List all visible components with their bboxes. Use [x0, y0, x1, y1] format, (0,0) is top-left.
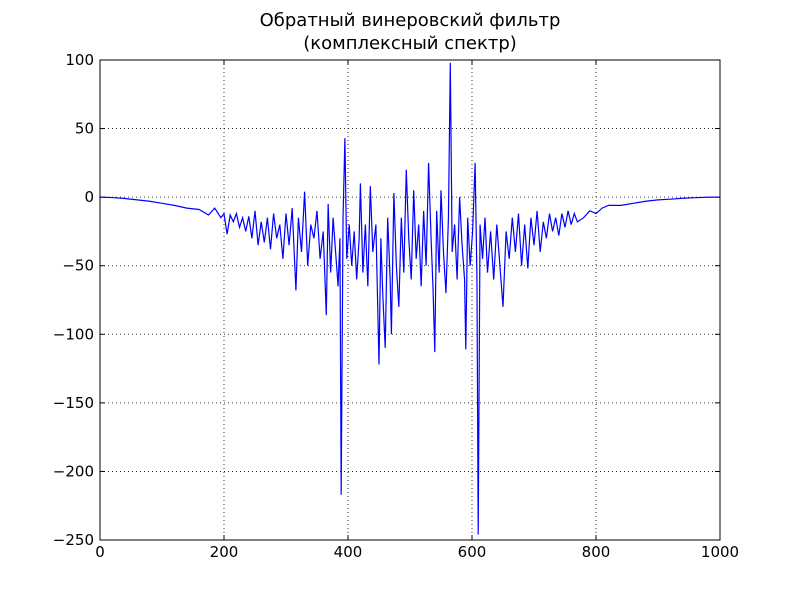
x-tick-label: 1000 — [701, 543, 739, 561]
y-tick-label: −200 — [53, 462, 94, 480]
x-tick-label: 200 — [210, 543, 239, 561]
y-tick-label: −150 — [53, 394, 94, 412]
chart-subtitle: (комплексный спектр) — [303, 33, 517, 54]
y-tick-label: −50 — [62, 257, 94, 275]
plot-frame — [99, 59, 721, 541]
data-line — [99, 62, 721, 535]
y-tick-label: 100 — [65, 51, 94, 69]
x-tick-label: 0 — [95, 543, 105, 561]
x-tick-label: 800 — [582, 543, 611, 561]
y-tick-label: −250 — [53, 531, 94, 549]
x-tick-label: 400 — [334, 543, 363, 561]
y-tick-label: 0 — [84, 188, 94, 206]
y-tick-label: 50 — [75, 120, 94, 138]
y-tick-label: −100 — [53, 325, 94, 343]
x-tick-label: 600 — [458, 543, 487, 561]
chart-title: Обратный винеровский фильтр — [260, 10, 561, 31]
